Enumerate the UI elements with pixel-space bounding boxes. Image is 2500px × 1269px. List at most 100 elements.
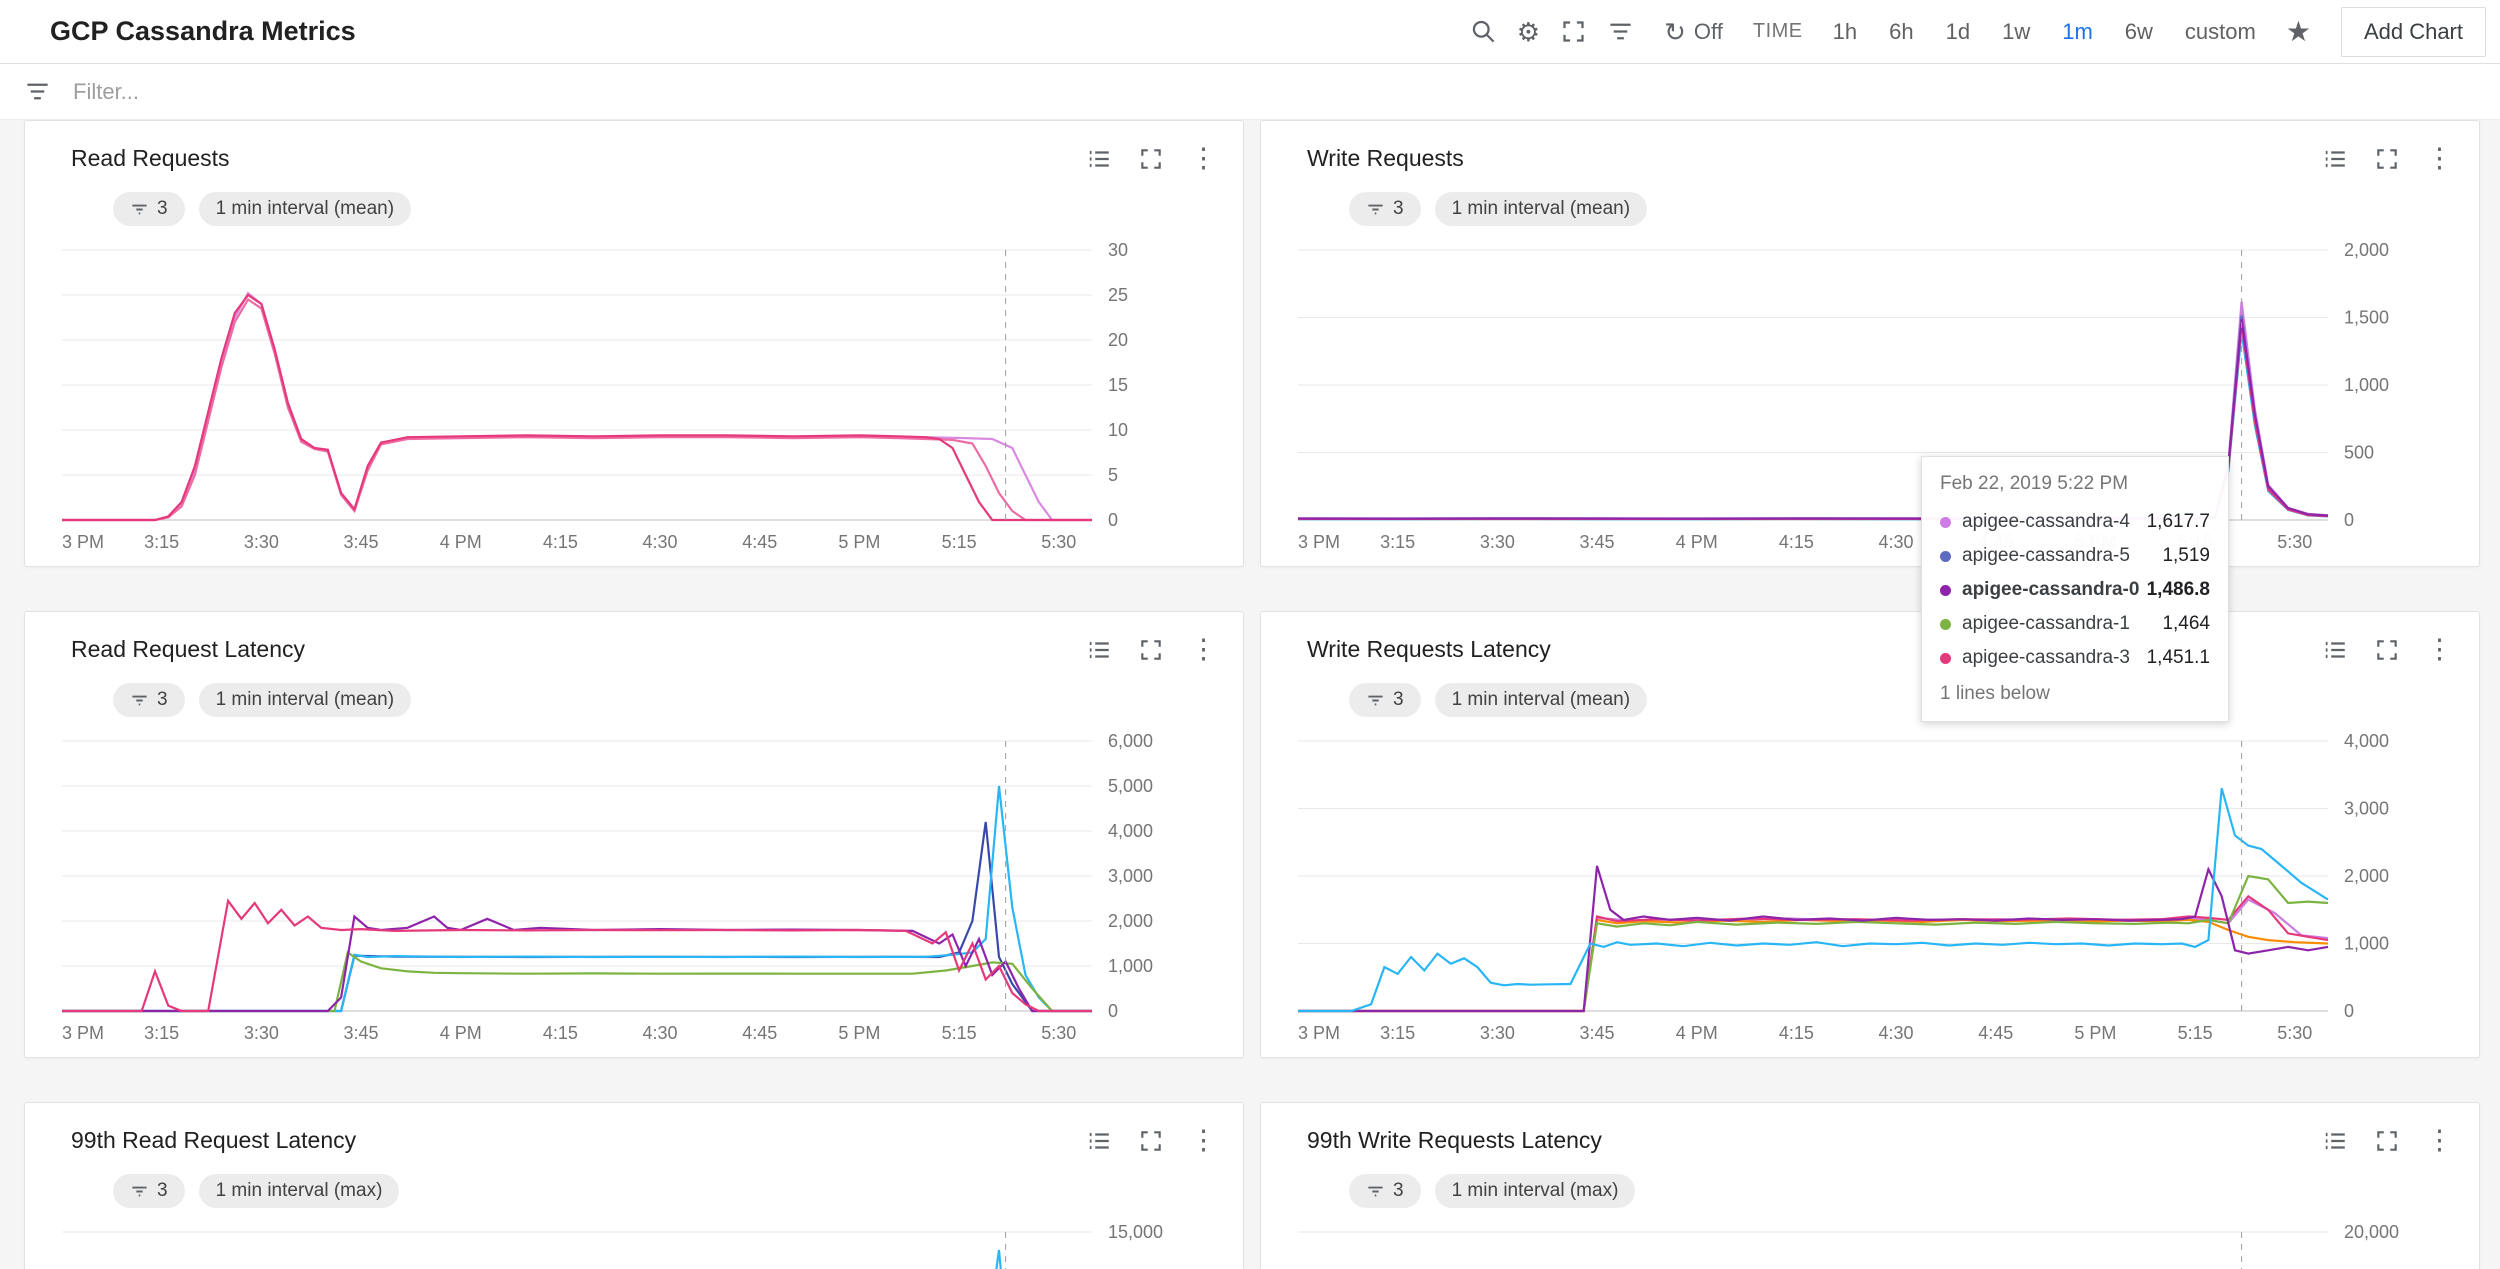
time-range-1d[interactable]: 1d — [1945, 18, 1971, 44]
series-apigee-cassandra-2 — [1298, 788, 2329, 1013]
time-range-1w[interactable]: 1w — [2002, 18, 2031, 44]
time-range-6h[interactable]: 6h — [1889, 18, 1914, 44]
filter-chip-count: 3 — [157, 1180, 168, 1201]
filter-chip[interactable]: 3 — [1349, 192, 1421, 226]
chart-menu-icon[interactable]: ⋮ — [2426, 1125, 2453, 1155]
svg-text:2,000: 2,000 — [2344, 242, 2389, 260]
chart-card-header: 99th Write Requests Latency ⋮ — [1261, 1103, 2479, 1154]
filter-list-button[interactable] — [1607, 18, 1634, 45]
expand-icon — [1141, 148, 1161, 169]
chart-expand-button[interactable] — [2374, 1128, 2400, 1154]
chart-expand-button[interactable] — [1138, 146, 1164, 172]
filter-chip[interactable]: 3 — [1349, 1174, 1421, 1208]
time-range-6w[interactable]: 6w — [2124, 18, 2153, 44]
chart-expand-button[interactable] — [2374, 146, 2400, 172]
legend-list-icon — [2325, 1132, 2345, 1149]
chart-legend-button[interactable] — [2322, 146, 2348, 172]
chart-card: Write Requests ⋮ — [1260, 120, 2480, 567]
series-color-dot — [1940, 550, 1951, 562]
filter-input[interactable] — [73, 78, 2476, 105]
chart-menu-icon[interactable]: ⋮ — [2426, 143, 2453, 173]
series-color-dot — [1940, 652, 1951, 664]
chart-card-header: Read Requests ⋮ — [25, 121, 1243, 172]
svg-text:3:30: 3:30 — [244, 532, 279, 552]
chart-menu-icon[interactable]: ⋮ — [1190, 634, 1217, 664]
interval-chip-label: 1 min interval (mean) — [1451, 689, 1631, 710]
svg-text:5:30: 5:30 — [2277, 1023, 2312, 1043]
svg-text:4 PM: 4 PM — [1676, 1023, 1718, 1043]
filter-chip[interactable]: 3 — [113, 683, 185, 717]
chart-chips: 3 1 min interval (max) — [1349, 1174, 2479, 1208]
chart-legend-button[interactable] — [1086, 146, 1112, 172]
chart-plot[interactable]: 0 500 1,000 1,500 2,000 3 PM 3:15 3:30 3:45 4 PM 4… — [1296, 240, 2434, 560]
fullscreen-icon — [1563, 21, 1584, 42]
chart-card: Read Requests ⋮ — [24, 120, 1244, 567]
series-apigee-cassandra-3 — [1298, 894, 2329, 1013]
chart-legend-button[interactable] — [1086, 637, 1112, 663]
chart-plot-container: 0 1,000 2,000 3,000 4,000 3 PM 3:15 3:30 3:45 4 P… — [1296, 731, 2434, 1056]
chart-expand-button[interactable] — [1138, 1128, 1164, 1154]
svg-text:4:15: 4:15 — [543, 1023, 578, 1043]
chip-filter-icon — [132, 695, 147, 705]
tooltip-series-value: 1,464 — [2162, 613, 2210, 634]
tooltip-row: apigee-cassandra-5 1,519 — [1940, 539, 2210, 573]
auto-refresh-button[interactable]: ↻ Off — [1664, 19, 1723, 45]
chart-card-header: 99th Read Request Latency ⋮ — [25, 1103, 1243, 1154]
chart-legend-button[interactable] — [2322, 637, 2348, 663]
interval-chip[interactable]: 1 min interval (mean) — [198, 192, 412, 226]
interval-chip[interactable]: 1 min interval (max) — [1434, 1174, 1636, 1208]
filter-button[interactable] — [24, 78, 51, 105]
favorite-button[interactable]: ★ — [2286, 15, 2311, 48]
svg-text:3:45: 3:45 — [1580, 532, 1615, 552]
time-range-1m[interactable]: 1m — [2062, 18, 2093, 44]
topbar: GCP Cassandra Metrics ⚙ ↻ Off — [0, 0, 2500, 64]
chip-filter-icon — [132, 204, 147, 214]
chart-card-header: Write Requests ⋮ — [1261, 121, 2479, 172]
chart-expand-button[interactable] — [1138, 637, 1164, 663]
chart-menu-icon[interactable]: ⋮ — [1190, 1125, 1217, 1155]
filter-chip[interactable]: 3 — [1349, 683, 1421, 717]
expand-icon — [1141, 639, 1161, 660]
chart-menu-icon[interactable]: ⋮ — [2426, 634, 2453, 664]
chart-menu-icon[interactable]: ⋮ — [1190, 143, 1217, 173]
add-chart-button[interactable]: Add Chart — [2340, 6, 2486, 57]
tooltip-rows: apigee-cassandra-4 1,617.7 apigee-cassandr… — [1940, 505, 2210, 675]
interval-chip-label: 1 min interval (max) — [215, 1180, 383, 1201]
series-apigee-cassandra-1 — [62, 950, 1092, 1013]
fullscreen-button[interactable] — [1560, 18, 1587, 45]
series-apigee-cassandra-1 — [1298, 874, 2329, 1013]
svg-text:30: 30 — [1108, 242, 1128, 260]
chart-legend-button[interactable] — [1086, 1128, 1112, 1154]
filter-chip[interactable]: 3 — [113, 192, 185, 226]
legend-list-icon — [2325, 150, 2345, 167]
search-button[interactable] — [1470, 18, 1497, 45]
interval-chip[interactable]: 1 min interval (mean) — [1434, 192, 1648, 226]
time-range-custom[interactable]: custom — [2184, 18, 2256, 44]
chart-expand-button[interactable] — [2374, 637, 2400, 663]
svg-text:3:30: 3:30 — [1480, 1023, 1515, 1043]
chart-card: Read Request Latency ⋮ — [24, 611, 1244, 1058]
chart-chips: 3 1 min interval (mean) — [1349, 192, 2479, 226]
chart-legend-button[interactable] — [2322, 1128, 2348, 1154]
time-range-1h[interactable]: 1h — [1832, 18, 1858, 44]
gear-icon[interactable]: ⚙ — [1516, 16, 1541, 47]
star-icon: ★ — [2285, 16, 2311, 47]
interval-chip[interactable]: 1 min interval (mean) — [1434, 683, 1648, 717]
expand-icon — [2377, 639, 2397, 660]
interval-chip[interactable]: 1 min interval (max) — [198, 1174, 400, 1208]
svg-text:5:30: 5:30 — [1041, 532, 1076, 552]
svg-text:1,000: 1,000 — [2344, 934, 2389, 954]
interval-chip[interactable]: 1 min interval (mean) — [198, 683, 412, 717]
svg-text:5,000: 5,000 — [1108, 776, 1153, 796]
chart-plot[interactable]: 0 1,000 2,000 3,000 4,000 3 PM 3:15 3:30 3:45 4 P… — [1296, 731, 2434, 1051]
chart-chips: 3 1 min interval (mean) — [1349, 683, 2479, 717]
svg-text:4:30: 4:30 — [643, 532, 678, 552]
svg-text:1,000: 1,000 — [2344, 375, 2389, 395]
chart-plot[interactable]: 0 5 10 15 20 25 30 3 PM 3:15 3:30 3:45 4 PM 4:15 4:30… — [60, 240, 1198, 560]
chart-plot-container: 0 1,000 2,000 3,000 4,000 5,000 6,000 3 PM 3:15 3… — [60, 731, 1198, 1056]
chart-plot[interactable]: 0 1,000 2,000 3,000 4,000 5,000 6,000 3 PM 3:15 3… — [60, 731, 1198, 1051]
filter-chip[interactable]: 3 — [113, 1174, 185, 1208]
svg-text:3:15: 3:15 — [1380, 1023, 1415, 1043]
